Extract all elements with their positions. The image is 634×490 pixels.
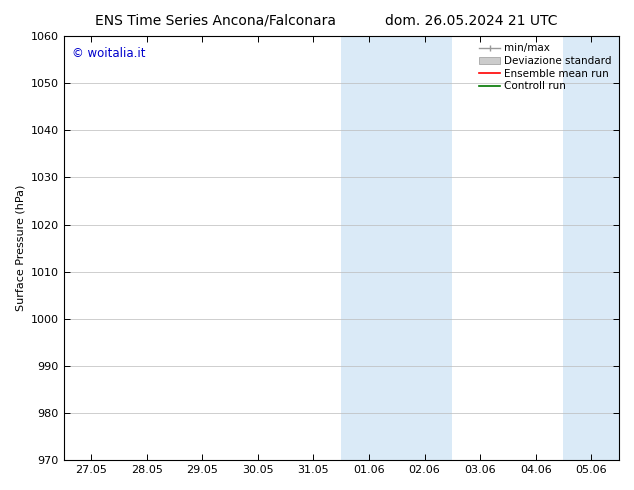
Bar bbox=[341, 36, 397, 460]
Bar bbox=[397, 36, 453, 460]
Bar bbox=[564, 36, 619, 460]
Legend: min/max, Deviazione standard, Ensemble mean run, Controll run: min/max, Deviazione standard, Ensemble m… bbox=[477, 41, 614, 93]
Y-axis label: Surface Pressure (hPa): Surface Pressure (hPa) bbox=[15, 185, 25, 311]
Text: © woitalia.it: © woitalia.it bbox=[72, 47, 145, 60]
Text: dom. 26.05.2024 21 UTC: dom. 26.05.2024 21 UTC bbox=[385, 14, 558, 28]
Text: ENS Time Series Ancona/Falconara: ENS Time Series Ancona/Falconara bbox=[95, 14, 336, 28]
